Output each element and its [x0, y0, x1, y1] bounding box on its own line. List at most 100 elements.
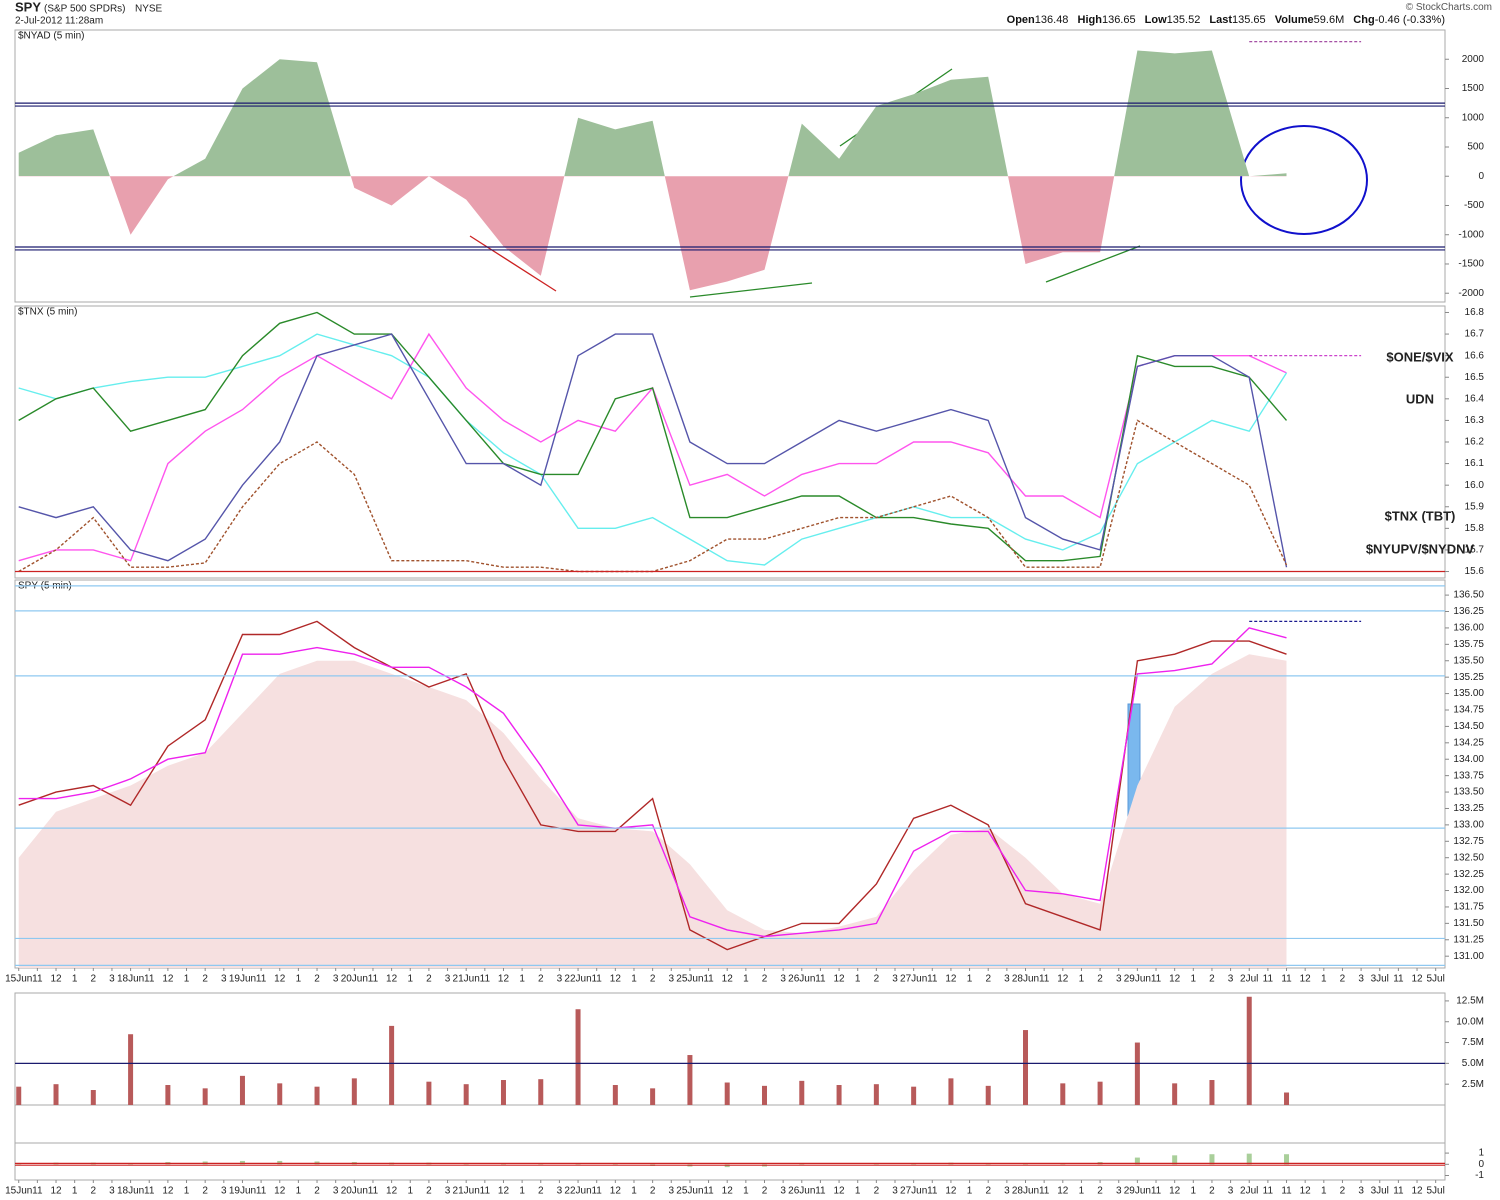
y-tick-label: 1 — [1478, 1148, 1484, 1159]
plot — [18, 311, 1288, 573]
x-tick-label: 2 — [1097, 1186, 1103, 1197]
x-tick-label: 1 — [519, 974, 525, 985]
bar — [612, 1085, 618, 1105]
bar — [1284, 1092, 1290, 1105]
x-tick-label: 12 — [50, 1186, 62, 1197]
x-tick-label: 11 — [368, 974, 379, 985]
x-tick-label: 3 — [1004, 1186, 1010, 1197]
bar — [1246, 996, 1252, 1105]
y-tick-label: 10.0M — [1456, 1016, 1484, 1027]
x-tick-label: 2 — [874, 974, 880, 985]
x-tick-label: 26Jun — [788, 974, 815, 985]
x-tick-label: 2 — [202, 1186, 208, 1197]
bar — [239, 1160, 245, 1165]
bar — [1209, 1154, 1215, 1165]
x-tick-label: 11 — [480, 974, 491, 985]
stat-label: Low — [1144, 14, 1167, 26]
x-tick-label: 11 — [256, 1186, 267, 1197]
stat-value: 136.65 — [1101, 14, 1136, 26]
x-tick-label: 12 — [834, 1186, 846, 1197]
panel-title: $NYAD (5 min) — [18, 31, 85, 42]
legend-label: UDN — [1406, 391, 1434, 406]
line — [18, 333, 1288, 566]
x-tick-label: 12 — [1411, 1186, 1423, 1197]
x-tick-label: 2 — [1340, 974, 1346, 985]
x-tick-label: 1 — [519, 1186, 525, 1197]
y-tick-label: 16.5 — [1465, 372, 1485, 383]
x-tick-label: 2 — [202, 974, 208, 985]
x-tick-label: 20Jun — [341, 1186, 368, 1197]
x-tick-label: 11 — [815, 1186, 826, 1197]
bar — [724, 1082, 730, 1105]
x-tick-label: 1 — [967, 974, 973, 985]
y-tick-label: 15.6 — [1465, 566, 1485, 577]
x-tick-label: 11 — [144, 974, 155, 985]
bar — [1134, 1157, 1140, 1165]
x-tick-label: 1 — [184, 974, 190, 985]
x-tick-label: 21Jun — [453, 1186, 480, 1197]
y-tick-label: 136.00 — [1453, 623, 1484, 634]
bar — [799, 1080, 805, 1105]
x-tick-label: 1 — [631, 1186, 637, 1197]
x-tick-label: 12 — [722, 974, 734, 985]
x-tick-label: 1 — [743, 974, 749, 985]
empty-panel — [14, 1104, 1446, 1144]
y-tick-label: 132.50 — [1453, 852, 1484, 863]
bar — [575, 1009, 581, 1105]
stat-value: 59.6M — [1313, 14, 1345, 26]
bar — [426, 1081, 432, 1105]
x-tick-label: 3Jul — [1371, 974, 1389, 985]
x-tick-label: 29Jun — [1124, 974, 1151, 985]
x-tick-label: 3 — [333, 1186, 339, 1197]
bar — [16, 1086, 22, 1105]
bar — [761, 1085, 767, 1105]
x-tick-label: 3 — [221, 1186, 227, 1197]
y-tick-label: 16.3 — [1465, 415, 1485, 426]
x-tick-label: 2 — [1340, 1186, 1346, 1197]
x-tick-label: 2 — [426, 974, 432, 985]
y-tick-label: -1500 — [1458, 259, 1484, 270]
y-tick-label: 133.25 — [1453, 803, 1484, 814]
panel-title: $TNX (5 min) — [18, 307, 77, 318]
y-tick-label: 7.5M — [1462, 1037, 1484, 1048]
x-tick-label: 12 — [1057, 974, 1069, 985]
y-tick-label: 500 — [1467, 142, 1484, 153]
x-tick-label: 1 — [296, 974, 302, 985]
x-tick-label: 3 — [1228, 974, 1234, 985]
x-tick-label: 3 — [445, 974, 451, 985]
y-tick-label: 133.00 — [1453, 820, 1484, 831]
plot — [16, 996, 1290, 1105]
x-tick-label: 11 — [703, 1186, 714, 1197]
x-tick-label: 15Jun — [5, 1186, 32, 1197]
panel-frame — [14, 305, 1446, 579]
x-tick-label: 12 — [162, 974, 174, 985]
bar — [1097, 1081, 1103, 1105]
x-tick-label: 2 — [1209, 1186, 1215, 1197]
stat-label: Open — [1006, 14, 1035, 26]
x-tick-label: 12 — [1300, 1186, 1312, 1197]
y-tick-label: 132.00 — [1453, 885, 1484, 896]
y-tick-label: -2000 — [1458, 288, 1484, 299]
x-tick-label: 11 — [32, 974, 43, 985]
x-tick-label: 12 — [610, 1186, 622, 1197]
x-tick-label: 11 — [144, 1186, 155, 1197]
y-tick-label: 16.6 — [1465, 350, 1485, 361]
x-tick-label: 1 — [1191, 1186, 1197, 1197]
x-tick-label: 12 — [386, 1186, 398, 1197]
bar — [538, 1079, 544, 1105]
y-tick-label: 16.8 — [1465, 307, 1485, 318]
x-tick-label: 12 — [722, 1186, 734, 1197]
x-tick-label: 3 — [109, 1186, 115, 1197]
y-tick-label: 2000 — [1462, 54, 1485, 65]
x-tick-label: 26Jun — [788, 1186, 815, 1197]
x-tick-label: 18Jun — [117, 974, 144, 985]
x-tick-label: 19Jun — [229, 974, 256, 985]
x-tick-label: 12 — [834, 974, 846, 985]
x-tick-label: 11 — [591, 1186, 602, 1197]
x-tick-label: 11 — [927, 974, 938, 985]
x-tick-label: 12 — [610, 974, 622, 985]
bar — [351, 1078, 357, 1105]
x-tick-label: 2 — [985, 1186, 991, 1197]
